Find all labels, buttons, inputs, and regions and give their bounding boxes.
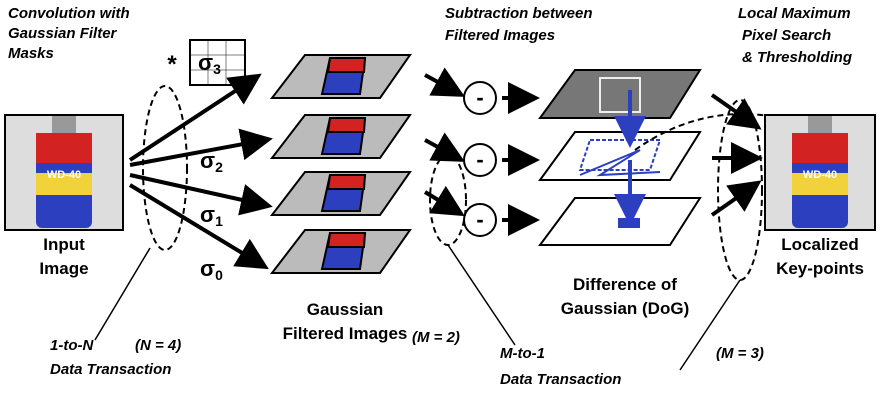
label: Filtered Images	[445, 27, 555, 44]
label: Difference of	[573, 275, 677, 294]
operator: -	[476, 85, 483, 110]
ellipse	[143, 86, 187, 250]
sigma: σ0	[200, 256, 223, 283]
note: Data Transaction	[50, 361, 171, 378]
note: M-to-1	[500, 345, 545, 362]
header-line: Convolution with	[8, 5, 130, 22]
operator: -	[476, 147, 483, 172]
label: Input	[43, 235, 85, 254]
label: Pixel Search	[742, 27, 831, 44]
label: Gaussian	[307, 300, 384, 319]
label: & Thresholding	[742, 49, 852, 66]
diagram: Convolution with Gaussian Filter Masks W…	[0, 0, 883, 403]
label: Image	[39, 259, 88, 278]
note: (M = 2)	[412, 329, 460, 346]
header-line: Gaussian Filter	[8, 25, 118, 42]
note: (N = 4)	[135, 337, 181, 354]
label: Localized	[781, 235, 858, 254]
sigma: σ1	[200, 202, 223, 229]
label: Local Maximum	[738, 5, 851, 22]
note: 1-to-N	[50, 337, 94, 354]
header: Convolution with Gaussian Filter Masks	[8, 5, 130, 62]
can-label: WD-40	[803, 169, 837, 181]
label: Filtered Images	[283, 324, 408, 343]
can-label: WD-40	[47, 169, 81, 181]
gaussian-planes	[272, 55, 410, 273]
operator: *	[167, 51, 177, 78]
label: Subtraction between	[445, 5, 593, 22]
arrows	[130, 78, 265, 265]
header-line: Masks	[8, 45, 54, 62]
note: (M = 3)	[716, 345, 764, 362]
label: Gaussian (DoG)	[561, 299, 689, 318]
note: Data Transaction	[500, 371, 621, 388]
ellipse	[718, 100, 762, 280]
operator: -	[476, 207, 483, 232]
label: Key-points	[776, 259, 864, 278]
